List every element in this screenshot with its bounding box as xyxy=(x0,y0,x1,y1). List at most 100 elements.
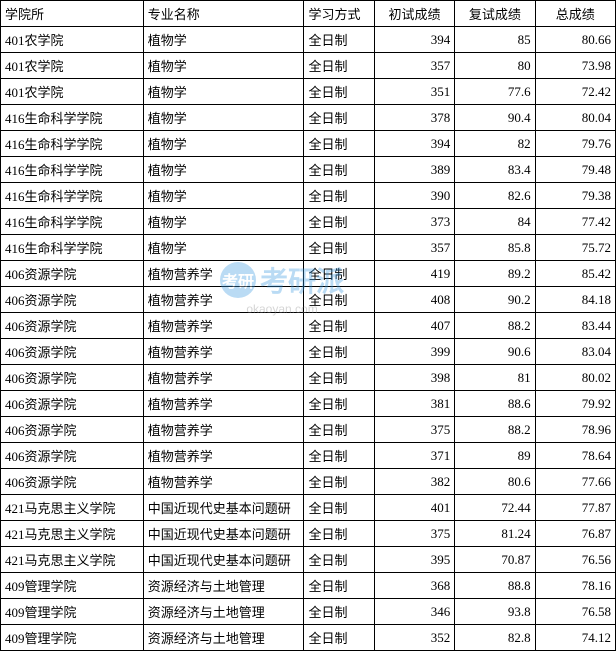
cell-total: 80.04 xyxy=(535,105,615,131)
cell-total: 76.58 xyxy=(535,599,615,625)
table-header-mode: 学习方式 xyxy=(304,1,374,27)
cell-school: 409管理学院 xyxy=(1,573,144,599)
cell-score1: 398 xyxy=(374,365,454,391)
cell-mode: 全日制 xyxy=(304,261,374,287)
table-row: 416生命科学学院植物学全日制39082.679.38 xyxy=(1,183,616,209)
cell-score1: 368 xyxy=(374,573,454,599)
table-row: 406资源学院植物营养学全日制37588.278.96 xyxy=(1,417,616,443)
table-row: 401农学院植物学全日制35177.672.42 xyxy=(1,79,616,105)
cell-score2: 82.6 xyxy=(455,183,535,209)
table-header-row: 学院所专业名称学习方式初试成绩复试成绩总成绩 xyxy=(1,1,616,27)
cell-school: 406资源学院 xyxy=(1,339,144,365)
cell-school: 409管理学院 xyxy=(1,625,144,651)
cell-major: 植物营养学 xyxy=(143,313,304,339)
cell-score2: 88.8 xyxy=(455,573,535,599)
cell-score2: 82.8 xyxy=(455,625,535,651)
cell-score1: 346 xyxy=(374,599,454,625)
cell-score2: 90.6 xyxy=(455,339,535,365)
cell-total: 83.04 xyxy=(535,339,615,365)
cell-mode: 全日制 xyxy=(304,547,374,573)
cell-score2: 80.6 xyxy=(455,469,535,495)
cell-score2: 89 xyxy=(455,443,535,469)
table-header-score1: 初试成绩 xyxy=(374,1,454,27)
cell-major: 植物营养学 xyxy=(143,469,304,495)
cell-mode: 全日制 xyxy=(304,391,374,417)
table-row: 416生命科学学院植物学全日制3738477.42 xyxy=(1,209,616,235)
cell-score2: 84 xyxy=(455,209,535,235)
cell-school: 406资源学院 xyxy=(1,417,144,443)
cell-mode: 全日制 xyxy=(304,79,374,105)
cell-school: 406资源学院 xyxy=(1,443,144,469)
cell-score2: 88.2 xyxy=(455,417,535,443)
cell-score1: 395 xyxy=(374,547,454,573)
cell-total: 76.56 xyxy=(535,547,615,573)
table-row: 416生命科学学院植物学全日制3948279.76 xyxy=(1,131,616,157)
cell-score2: 88.2 xyxy=(455,313,535,339)
cell-total: 75.72 xyxy=(535,235,615,261)
cell-major: 植物学 xyxy=(143,79,304,105)
cell-total: 85.42 xyxy=(535,261,615,287)
cell-total: 74.12 xyxy=(535,625,615,651)
cell-school: 416生命科学学院 xyxy=(1,131,144,157)
cell-major: 植物学 xyxy=(143,131,304,157)
table-row: 421马克思主义学院中国近现代史基本问题研全日制37581.2476.87 xyxy=(1,521,616,547)
cell-mode: 全日制 xyxy=(304,417,374,443)
cell-score1: 373 xyxy=(374,209,454,235)
cell-score2: 80 xyxy=(455,53,535,79)
table-header-major: 专业名称 xyxy=(143,1,304,27)
table-row: 416生命科学学院植物学全日制35785.875.72 xyxy=(1,235,616,261)
cell-school: 416生命科学学院 xyxy=(1,157,144,183)
cell-total: 76.87 xyxy=(535,521,615,547)
cell-major: 中国近现代史基本问题研 xyxy=(143,495,304,521)
cell-score1: 399 xyxy=(374,339,454,365)
cell-school: 416生命科学学院 xyxy=(1,183,144,209)
cell-score2: 90.4 xyxy=(455,105,535,131)
cell-score1: 390 xyxy=(374,183,454,209)
table-row: 406资源学院植物营养学全日制41989.285.42 xyxy=(1,261,616,287)
cell-total: 79.48 xyxy=(535,157,615,183)
cell-score1: 381 xyxy=(374,391,454,417)
admissions-table: 学院所专业名称学习方式初试成绩复试成绩总成绩 401农学院植物学全日制39485… xyxy=(0,0,616,651)
cell-total: 79.38 xyxy=(535,183,615,209)
table-row: 416生命科学学院植物学全日制38983.479.48 xyxy=(1,157,616,183)
cell-score1: 401 xyxy=(374,495,454,521)
table-header-total: 总成绩 xyxy=(535,1,615,27)
table-row: 416生命科学学院植物学全日制37890.480.04 xyxy=(1,105,616,131)
table-row: 421马克思主义学院中国近现代史基本问题研全日制40172.4477.87 xyxy=(1,495,616,521)
cell-score2: 85 xyxy=(455,27,535,53)
cell-mode: 全日制 xyxy=(304,131,374,157)
cell-major: 植物营养学 xyxy=(143,287,304,313)
cell-mode: 全日制 xyxy=(304,53,374,79)
cell-score2: 77.6 xyxy=(455,79,535,105)
table-row: 406资源学院植物营养学全日制3988180.02 xyxy=(1,365,616,391)
cell-mode: 全日制 xyxy=(304,339,374,365)
cell-mode: 全日制 xyxy=(304,469,374,495)
cell-total: 73.98 xyxy=(535,53,615,79)
cell-mode: 全日制 xyxy=(304,157,374,183)
cell-major: 植物学 xyxy=(143,105,304,131)
cell-school: 401农学院 xyxy=(1,79,144,105)
cell-total: 78.64 xyxy=(535,443,615,469)
cell-major: 植物学 xyxy=(143,235,304,261)
cell-score2: 83.4 xyxy=(455,157,535,183)
cell-school: 421马克思主义学院 xyxy=(1,547,144,573)
cell-score2: 81 xyxy=(455,365,535,391)
cell-major: 中国近现代史基本问题研 xyxy=(143,521,304,547)
cell-total: 79.92 xyxy=(535,391,615,417)
cell-score1: 419 xyxy=(374,261,454,287)
cell-total: 77.87 xyxy=(535,495,615,521)
cell-school: 401农学院 xyxy=(1,27,144,53)
cell-major: 资源经济与土地管理 xyxy=(143,599,304,625)
cell-mode: 全日制 xyxy=(304,105,374,131)
table-row: 409管理学院资源经济与土地管理全日制36888.878.16 xyxy=(1,573,616,599)
cell-school: 421马克思主义学院 xyxy=(1,521,144,547)
table-header-school: 学院所 xyxy=(1,1,144,27)
cell-score2: 90.2 xyxy=(455,287,535,313)
cell-total: 77.66 xyxy=(535,469,615,495)
cell-score1: 407 xyxy=(374,313,454,339)
table-row: 406资源学院植物营养学全日制38280.677.66 xyxy=(1,469,616,495)
cell-school: 406资源学院 xyxy=(1,469,144,495)
cell-school: 421马克思主义学院 xyxy=(1,495,144,521)
cell-mode: 全日制 xyxy=(304,209,374,235)
cell-score2: 82 xyxy=(455,131,535,157)
